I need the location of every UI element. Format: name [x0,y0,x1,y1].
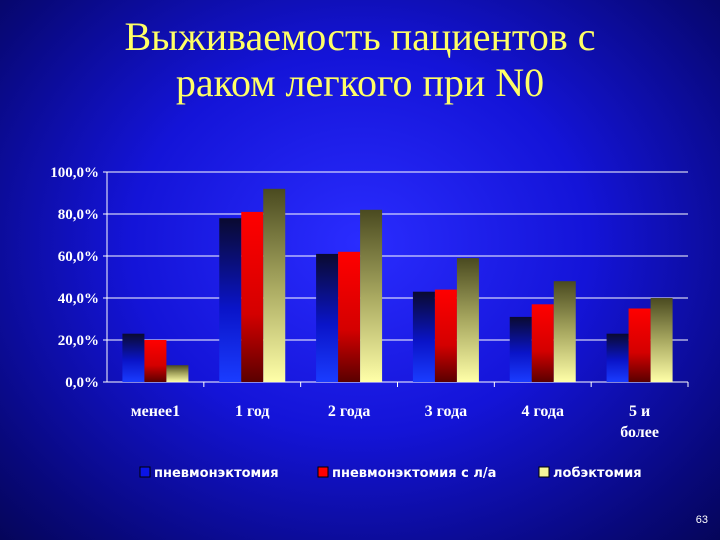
x-tick-label: менее1 [131,403,180,420]
y-tick-label: 0,0% [65,375,99,391]
legend: пневмонэктомия пневмонэктомия с л/а лобэкт… [139,466,642,481]
x-tick-label: 1 год [235,403,270,420]
page-number: 63 [695,514,708,526]
x-tick-label: 2 года [328,403,371,420]
x-tick-label: 3 года [425,403,468,420]
y-tick-label: 20,0% [58,333,99,349]
legend-swatch [538,466,550,478]
bars [122,188,673,382]
axis-labels: 0,0% 20,0% 40,0% 60,0% 80,0% 100,0% менее1 1 го… [50,165,659,441]
legend-swatch [317,466,329,478]
bar [606,333,629,382]
slide-title: Выживаемость пациентов с раком легкого п… [0,14,720,106]
legend-label: пневмонэктомия с л/а [332,466,496,481]
bar [144,340,167,382]
bar [531,304,554,382]
bar [628,308,651,382]
y-tick-label: 100,0% [50,165,99,181]
bar [360,209,383,382]
x-tick-label: более [620,424,659,441]
bar [263,188,286,382]
legend-swatch [139,466,151,478]
bar [650,298,673,382]
y-tick-label: 60,0% [58,249,99,265]
y-tick-label: 80,0% [58,207,99,223]
x-tick-label: 5 и [629,403,650,420]
legend-label: лобэктомия [553,466,642,481]
axes [103,171,689,387]
x-tick-label: 4 года [522,403,565,420]
bar [553,281,576,382]
bar [241,211,264,382]
title-line-2: раком легкого при N0 [175,60,545,105]
bar [412,291,435,382]
bar [338,251,361,382]
bar [166,365,189,382]
legend-label: пневмонэктомия [154,466,279,481]
bar [509,316,532,382]
bar [219,218,242,382]
bar [456,258,479,382]
y-tick-label: 40,0% [58,291,99,307]
bar [122,333,145,382]
bar [316,253,339,382]
gridlines [107,171,688,341]
title-line-1: Выживаемость пациентов с [124,14,596,59]
bar [434,289,457,382]
